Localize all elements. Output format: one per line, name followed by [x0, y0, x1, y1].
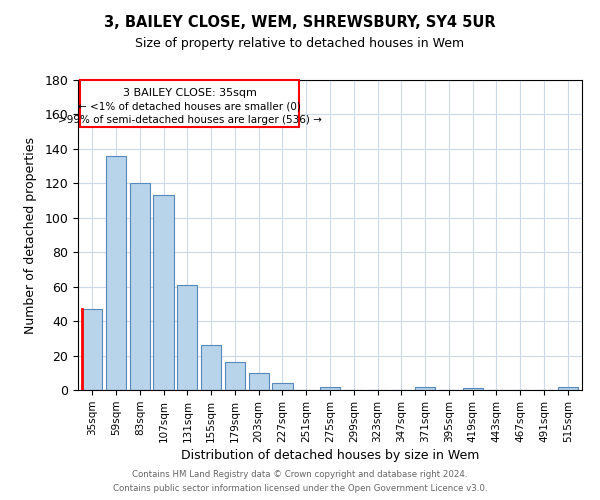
Bar — [106, 156, 126, 390]
Bar — [154, 196, 173, 390]
Bar — [130, 184, 150, 390]
Bar — [463, 388, 483, 390]
Bar — [177, 285, 197, 390]
Bar — [415, 386, 435, 390]
Bar — [272, 383, 293, 390]
Bar — [225, 362, 245, 390]
Bar — [248, 373, 269, 390]
Text: 3 BAILEY CLOSE: 35sqm: 3 BAILEY CLOSE: 35sqm — [123, 88, 257, 98]
Text: Contains public sector information licensed under the Open Government Licence v3: Contains public sector information licen… — [113, 484, 487, 493]
X-axis label: Distribution of detached houses by size in Wem: Distribution of detached houses by size … — [181, 449, 479, 462]
Bar — [80, 80, 299, 126]
Bar — [557, 386, 578, 390]
Y-axis label: Number of detached properties: Number of detached properties — [25, 136, 37, 334]
Text: 3, BAILEY CLOSE, WEM, SHREWSBURY, SY4 5UR: 3, BAILEY CLOSE, WEM, SHREWSBURY, SY4 5U… — [104, 15, 496, 30]
Text: Size of property relative to detached houses in Wem: Size of property relative to detached ho… — [136, 38, 464, 51]
Text: ← <1% of detached houses are smaller (0): ← <1% of detached houses are smaller (0) — [78, 101, 301, 111]
Bar — [82, 309, 103, 390]
Bar — [320, 386, 340, 390]
Text: >99% of semi-detached houses are larger (536) →: >99% of semi-detached houses are larger … — [58, 115, 322, 125]
Text: Contains HM Land Registry data © Crown copyright and database right 2024.: Contains HM Land Registry data © Crown c… — [132, 470, 468, 479]
Bar — [201, 345, 221, 390]
